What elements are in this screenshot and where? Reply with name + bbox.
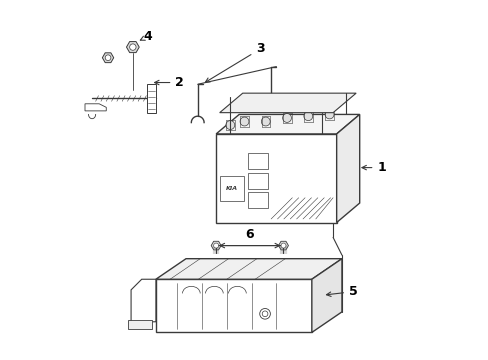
Text: 2: 2 xyxy=(154,76,184,89)
Polygon shape xyxy=(147,84,156,113)
Polygon shape xyxy=(211,241,221,250)
Bar xyxy=(219,176,244,201)
Text: 5: 5 xyxy=(326,285,357,298)
Circle shape xyxy=(281,243,285,248)
Polygon shape xyxy=(131,279,156,322)
Ellipse shape xyxy=(240,117,248,126)
Polygon shape xyxy=(85,104,106,111)
Circle shape xyxy=(262,311,267,317)
Ellipse shape xyxy=(303,112,312,121)
Polygon shape xyxy=(336,114,359,222)
Polygon shape xyxy=(311,259,341,332)
Polygon shape xyxy=(216,134,336,222)
Circle shape xyxy=(213,243,218,248)
Ellipse shape xyxy=(325,110,333,119)
Ellipse shape xyxy=(225,121,234,130)
Polygon shape xyxy=(278,241,288,250)
Text: 6: 6 xyxy=(245,228,254,241)
Bar xyxy=(247,153,267,169)
Text: 4: 4 xyxy=(140,30,152,43)
Bar xyxy=(247,192,267,208)
Text: 3: 3 xyxy=(205,42,264,82)
Circle shape xyxy=(105,55,111,60)
Ellipse shape xyxy=(282,113,291,122)
Polygon shape xyxy=(127,320,152,329)
Polygon shape xyxy=(156,279,311,332)
Polygon shape xyxy=(156,259,341,279)
Ellipse shape xyxy=(261,117,270,126)
Polygon shape xyxy=(126,41,139,53)
Polygon shape xyxy=(216,114,359,134)
Bar xyxy=(247,173,267,189)
Circle shape xyxy=(129,44,136,50)
Polygon shape xyxy=(102,53,114,63)
Text: 1: 1 xyxy=(361,161,386,174)
Circle shape xyxy=(259,309,270,319)
Text: KIA: KIA xyxy=(225,186,238,192)
Polygon shape xyxy=(219,93,355,113)
